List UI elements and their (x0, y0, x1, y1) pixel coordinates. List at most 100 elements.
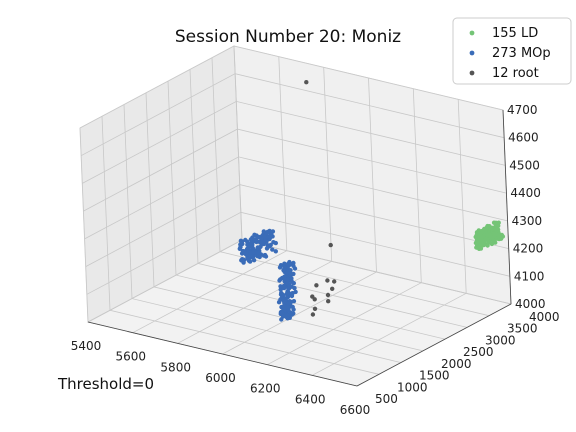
x-axis-line (87, 321, 358, 387)
data-point (496, 220, 501, 225)
data-point (278, 284, 283, 289)
data-point (291, 281, 296, 286)
data-point (289, 276, 294, 281)
data-points (237, 80, 506, 322)
data-point (249, 250, 255, 255)
data-point (259, 236, 264, 241)
y-tick-label: 2000 (441, 357, 472, 371)
legend-label: 12 root (492, 66, 539, 81)
data-point (291, 299, 297, 304)
data-point (257, 254, 262, 260)
data-point (273, 249, 278, 254)
data-point (267, 243, 272, 249)
data-point (281, 314, 286, 319)
grid-line-z (80, 73, 505, 157)
series (473, 220, 506, 251)
z-tick-label: 4500 (509, 158, 540, 172)
data-point (328, 242, 333, 248)
data-point (291, 263, 296, 268)
data-point (265, 230, 270, 236)
data-point (474, 245, 479, 250)
data-point (280, 310, 285, 316)
data-point (259, 240, 265, 245)
data-point (476, 228, 481, 233)
data-point (245, 256, 250, 261)
data-point (291, 307, 296, 312)
axes-panes (79, 45, 513, 387)
data-point (500, 234, 506, 239)
x-tick-label: 5400 (71, 339, 102, 353)
data-point (270, 229, 276, 234)
data-point (257, 251, 262, 256)
z-tick-label: 4300 (512, 214, 543, 228)
grid-line-z (79, 45, 504, 129)
data-point (286, 261, 291, 267)
data-point (273, 240, 278, 246)
z-tick-label: 4100 (514, 269, 545, 283)
data-point (489, 235, 494, 240)
data-point (263, 239, 268, 244)
data-point (325, 292, 331, 298)
x-tick-label: 5600 (116, 350, 147, 364)
data-point (483, 236, 489, 241)
data-point (325, 278, 330, 283)
data-point (485, 232, 490, 238)
grid-line-z (83, 128, 507, 212)
data-point (241, 260, 246, 265)
data-point (263, 254, 269, 259)
series (304, 80, 337, 317)
data-point (293, 289, 298, 295)
threshold-annotation: Threshold=0 (57, 375, 154, 393)
data-point (284, 291, 289, 296)
data-point (243, 237, 248, 243)
data-point (478, 238, 483, 243)
data-point (278, 277, 283, 282)
y-tick-label: 3500 (507, 322, 538, 336)
legend-marker (469, 70, 475, 76)
data-point (481, 242, 486, 248)
z-tick-label: 4700 (507, 103, 538, 117)
y-tick-label: 3000 (485, 333, 516, 347)
grid-line-z (82, 100, 506, 184)
legend-marker (469, 30, 475, 36)
data-point (278, 287, 283, 292)
data-point (310, 294, 315, 299)
grid-line-z (85, 184, 509, 267)
x-tick-label: 5800 (160, 360, 191, 374)
data-point (268, 234, 273, 239)
data-point (252, 237, 257, 242)
legend-box (452, 17, 572, 85)
legend-label: 273 MOp (492, 46, 551, 61)
z-axis-line (502, 109, 512, 305)
data-point (285, 281, 290, 286)
x-tick-label: 6200 (250, 382, 281, 396)
data-point (332, 279, 337, 284)
data-point (252, 232, 257, 237)
data-point (484, 225, 489, 230)
data-point (281, 298, 286, 303)
tick-labels: 5400560058006000620064006600500100015002… (71, 103, 560, 417)
data-point (253, 250, 258, 255)
data-point (491, 238, 496, 243)
data-point (474, 240, 479, 245)
x-tick-label: 6000 (205, 371, 236, 385)
y-tick-label: 500 (375, 392, 398, 406)
data-point (310, 312, 316, 317)
data-point (288, 310, 293, 315)
legend: 155 LD 273 MOp 12 root (452, 17, 572, 85)
z-tick-label: 4200 (513, 242, 544, 256)
data-point (494, 226, 499, 232)
data-point (282, 274, 287, 279)
x-tick-label: 6600 (340, 403, 371, 417)
data-point (286, 269, 291, 275)
data-point (245, 246, 250, 251)
data-point (304, 80, 309, 85)
grid-line-z (86, 211, 510, 295)
data-point (282, 305, 288, 311)
z-tick-label: 4000 (515, 297, 546, 311)
data-point (288, 300, 293, 306)
y-axis-line (356, 303, 512, 387)
data-point (279, 290, 284, 296)
data-point (291, 271, 296, 277)
